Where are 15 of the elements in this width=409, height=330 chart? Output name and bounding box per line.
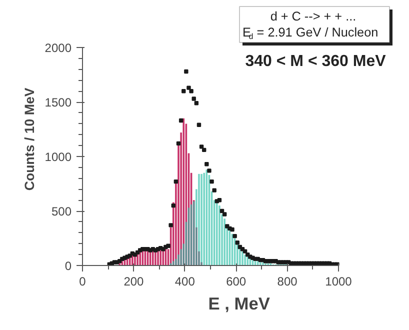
x-tick-label: 600 [226,274,246,288]
text: d + C --> + + ... [270,10,356,24]
annotation: 340 < M < 360 MeV [245,53,386,70]
x-tick-label: 0 [79,274,86,288]
y-tick-label: 1000 [44,150,72,164]
x-tick-label: 400 [174,274,196,288]
x-tick-label: 800 [277,274,298,288]
y-axis-title: Counts / 10 MeV [22,88,37,191]
y-tick-label: 2000 [44,41,72,55]
y-tick-label: 500 [51,204,72,218]
x-tick-label: 200 [124,274,144,288]
y-tick-label: 0 [64,259,72,273]
x-axis-title: E , MeV [208,294,270,314]
y-tick-label: 1500 [44,96,72,110]
x-tick-label: 1000 [325,274,352,288]
